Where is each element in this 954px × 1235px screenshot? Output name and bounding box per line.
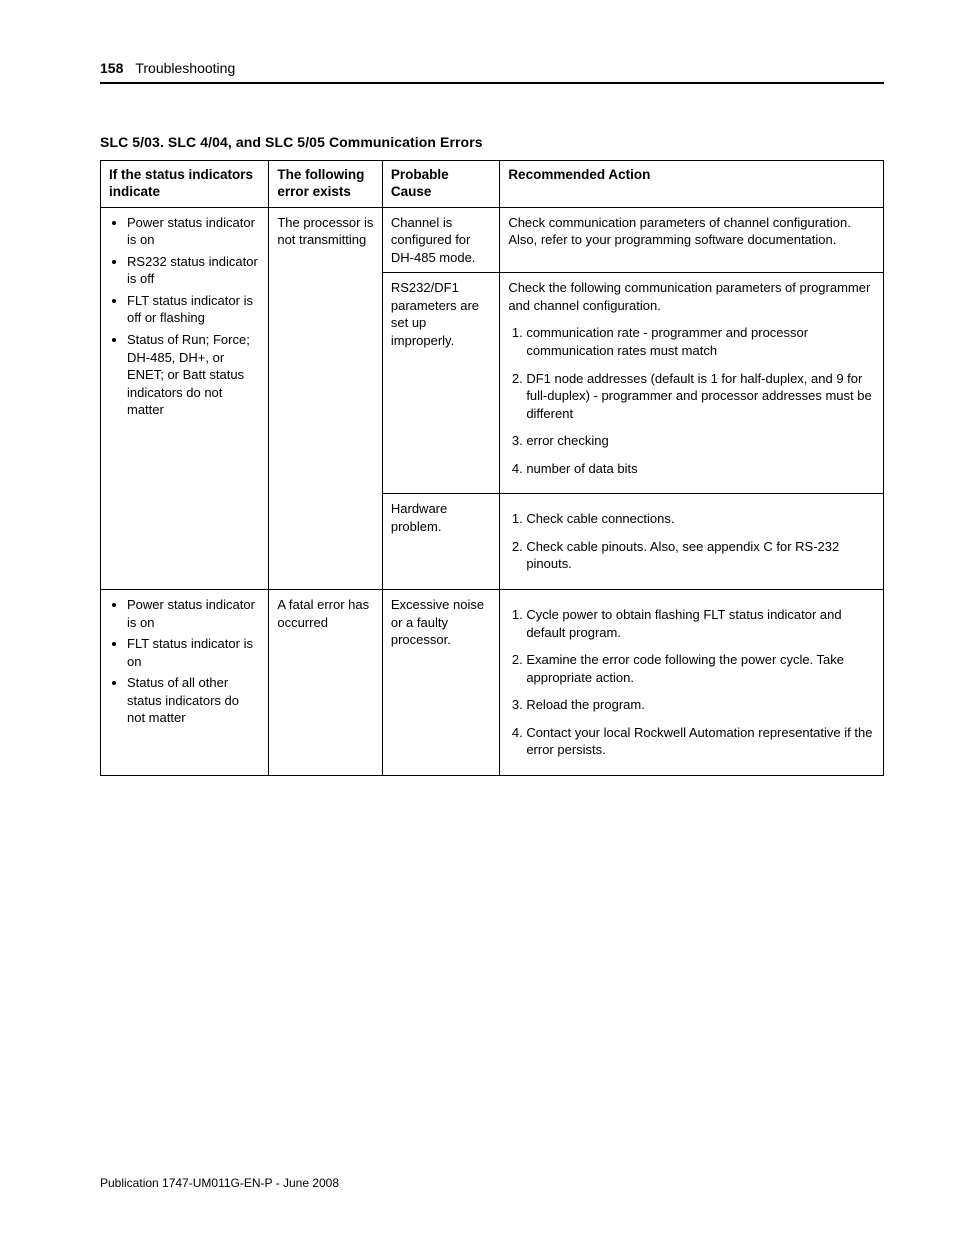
cell-cause-1c: Hardware problem. — [382, 494, 499, 590]
document-page: 158 Troubleshooting SLC 5/03. SLC 4/04, … — [0, 0, 954, 1235]
table-row: Power status indicator is on RS232 statu… — [101, 207, 884, 273]
cell-error-2: A fatal error has occurred — [269, 589, 383, 775]
action-step: number of data bits — [526, 460, 875, 478]
indicator-item: Power status indicator is on — [127, 214, 260, 249]
indicator-item: FLT status indicator is off or flashing — [127, 292, 260, 327]
indicator-item: Status of all other status indicators do… — [127, 674, 260, 727]
th-error: The following error exists — [269, 161, 383, 208]
action-step: error checking — [526, 432, 875, 450]
cell-indicators-2: Power status indicator is on FLT status … — [101, 589, 269, 775]
cell-cause-1b: RS232/DF1 parameters are set up improper… — [382, 273, 499, 494]
th-error-l1: The following — [277, 167, 364, 182]
action-step: Cycle power to obtain flashing FLT statu… — [526, 606, 875, 641]
indicator-item: RS232 status indicator is off — [127, 253, 260, 288]
cell-action-2: Cycle power to obtain flashing FLT statu… — [500, 589, 884, 775]
section-name: Troubleshooting — [135, 60, 235, 76]
cell-action-1c: Check cable connections. Check cable pin… — [500, 494, 884, 590]
header-rule — [100, 82, 884, 84]
cell-cause-2: Excessive noise or a faulty processor. — [382, 589, 499, 775]
cell-action-1b: Check the following communication parame… — [500, 273, 884, 494]
cell-action-1a: Check communication parameters of channe… — [500, 207, 884, 273]
th-indicators-l2: indicate — [109, 184, 160, 199]
table-title: SLC 5/03. SLC 4/04, and SLC 5/05 Communi… — [100, 134, 884, 150]
page-number: 158 — [100, 60, 123, 76]
action-step: Examine the error code following the pow… — [526, 651, 875, 686]
action-step: communication rate - programmer and proc… — [526, 324, 875, 359]
cell-error-1: The processor is not transmitting — [269, 207, 383, 589]
indicator-item: Power status indicator is on — [127, 596, 260, 631]
action-step: Reload the program. — [526, 696, 875, 714]
table-header-row: If the status indicators indicate The fo… — [101, 161, 884, 208]
cell-cause-1a: Channel is configured for DH-485 mode. — [382, 207, 499, 273]
th-cause: Probable Cause — [382, 161, 499, 208]
action-step: Contact your local Rockwell Automation r… — [526, 724, 875, 759]
running-header: 158 Troubleshooting — [100, 60, 884, 76]
cell-indicators-1: Power status indicator is on RS232 statu… — [101, 207, 269, 589]
action-step: Check cable pinouts. Also, see appendix … — [526, 538, 875, 573]
action-intro: Check the following communication parame… — [508, 279, 875, 314]
th-error-l2: error exists — [277, 184, 351, 199]
publication-footer: Publication 1747-UM011G-EN-P - June 2008 — [100, 1176, 339, 1190]
indicator-item: Status of Run; Force; DH-485, DH+, or EN… — [127, 331, 260, 419]
indicator-item: FLT status indicator is on — [127, 635, 260, 670]
th-indicators-l1: If the status indicators — [109, 167, 253, 182]
action-step: DF1 node addresses (default is 1 for hal… — [526, 370, 875, 423]
th-action: Recommended Action — [500, 161, 884, 208]
communication-errors-table: If the status indicators indicate The fo… — [100, 160, 884, 776]
action-step: Check cable connections. — [526, 510, 875, 528]
table-row: Power status indicator is on FLT status … — [101, 589, 884, 775]
th-indicators: If the status indicators indicate — [101, 161, 269, 208]
